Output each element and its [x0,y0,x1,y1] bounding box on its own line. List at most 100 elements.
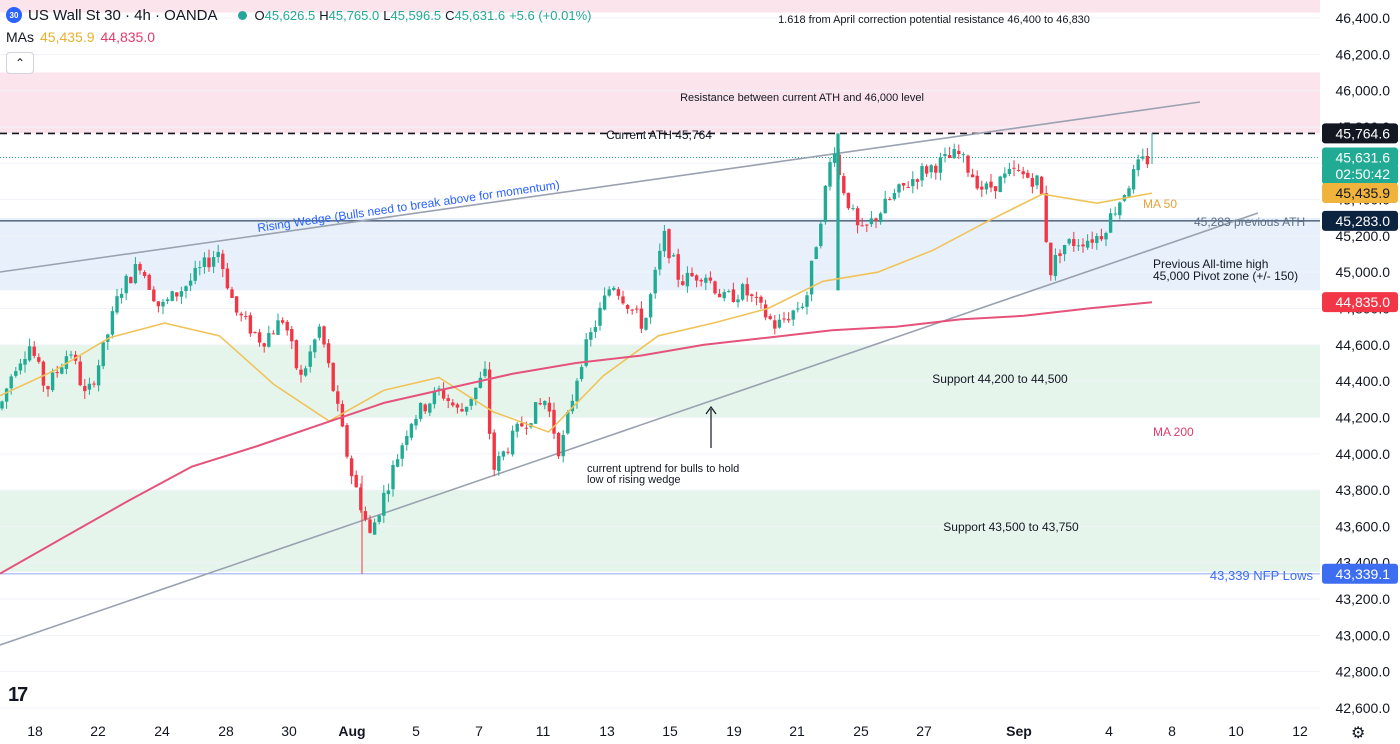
time-tick-label: 18 [27,723,43,739]
time-tick-label: 5 [412,723,420,739]
ma200-legend-value: 44,835.0 [100,29,156,45]
moving-averages-legend[interactable]: MAs 45,435.9 44,835.0 [6,29,155,45]
candle-body [271,333,276,335]
candle-body [906,186,910,188]
candle-body [975,175,979,189]
market-status-icon [237,10,247,20]
candle-body [349,458,354,477]
candle-body [308,351,312,367]
candle-body [469,398,473,406]
collapse-legend-button[interactable]: ⌃ [6,52,34,74]
candle-body [4,388,9,402]
candle-body [823,185,828,223]
candle-body [888,199,892,201]
candle-body [552,409,556,434]
candle-body [492,432,496,470]
candle-body [561,435,565,457]
price-tick-label: 44,000.0 [1336,446,1391,462]
candle-body [750,294,754,297]
wedge-upper-trendline [0,101,1201,273]
candle-body [418,402,423,419]
time-tick-label: 11 [536,723,551,739]
current-ath-annotation: Current ATH 45,764 [606,128,712,142]
price-label-badge [1322,183,1398,204]
candle-body [175,292,179,297]
price-tick-label: 43,600.0 [1336,518,1391,534]
close-label: C [445,7,455,23]
candle-body [340,403,345,427]
candle-body [809,260,814,295]
candle-body [717,293,722,298]
candle-body [221,253,225,270]
candle-body [658,250,662,270]
candle-body [745,284,749,296]
candle-body [262,343,266,347]
time-tick-label: 22 [90,723,106,739]
candle-body [317,326,322,338]
candle-body [147,274,151,290]
time-tick-label: 28 [218,723,234,739]
candle-body [32,346,36,356]
candle-body [662,230,667,252]
candle-body [704,277,708,283]
candle-body [984,183,989,190]
candle-body [644,317,648,330]
candle-body [152,289,156,302]
candle-body [855,208,860,226]
price-label-badge [1322,563,1398,584]
candle-body [1104,233,1108,240]
candle-body [607,289,611,296]
candle-body [1141,156,1145,159]
candle-body [1016,169,1021,171]
candle-body [451,402,455,406]
tradingview-logo-icon[interactable]: 17 [8,684,28,706]
candle-body [124,275,128,294]
candle-body [625,304,630,309]
candle-body [119,293,124,298]
candle-body [409,423,414,438]
candle-body [138,264,142,271]
candle-body [1113,213,1117,215]
candle-body [920,166,924,181]
candle-body [276,320,280,335]
candle-body [69,354,73,356]
gear-icon[interactable]: ⚙ [1351,725,1366,742]
price-tick-label: 43,200.0 [1336,591,1391,607]
time-tick-label: 27 [916,723,932,739]
candle-body [37,357,41,362]
candle-body [740,284,745,300]
price-tick-label: 46,400.0 [1336,10,1391,26]
candle-body [1118,202,1122,216]
candle-body [589,332,593,340]
symbol-icon[interactable]: 30 [6,7,22,23]
candle-body [966,155,970,173]
candle-body [487,369,492,434]
candle-body [616,289,621,296]
candle-body [405,435,409,445]
time-tick-label: 10 [1228,723,1244,739]
candle-body [101,342,105,367]
candle-body [299,369,303,375]
candle-body [667,229,671,259]
candle-body [653,269,657,294]
wedge-lower-trendline [0,212,1259,646]
candle-body [363,511,368,520]
candle-body [96,365,101,386]
candle-body [598,307,602,326]
candle-body [754,296,759,298]
candle-body [460,409,464,412]
candle-body [814,247,818,260]
candle-body [639,308,644,329]
price-tick-label: 45,000.0 [1336,264,1391,280]
candle-body [83,386,87,392]
price-tick-label: 43,800.0 [1336,482,1391,498]
symbol-title[interactable]: US Wall St 30 · 4h · OANDA [28,6,218,24]
candle-body [819,223,823,247]
price-label-text: 02:50:42 [1336,166,1391,182]
price-tick-label: 42,600.0 [1336,700,1391,716]
candle-body [1067,239,1071,244]
candle-body [248,315,253,334]
price-label-text: 45,283.0 [1336,213,1391,229]
change-value: +5.6 (+0.01%) [509,7,592,23]
